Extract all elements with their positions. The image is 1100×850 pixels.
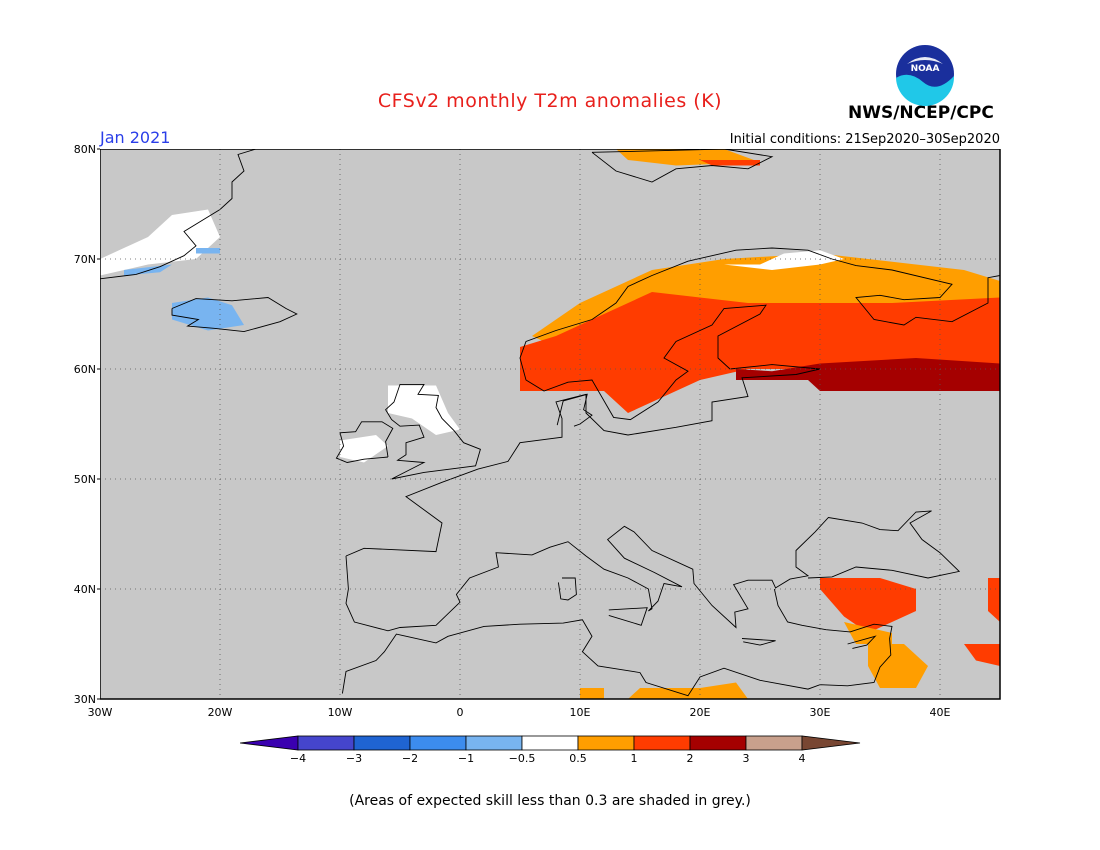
colorbar-swatch [577,735,635,751]
coastline-svalbard [591,149,774,183]
logo-text: NOAA [911,64,940,74]
coastline-sicily [608,607,648,626]
colorbar-tick-label: 2 [687,752,694,765]
colorbar-swatch [297,735,355,751]
initial-conditions: Initial conditions: 21Sep2020–30Sep2020 [729,132,1000,147]
coastline-europe-south [345,510,961,632]
anomaly-red-turkey [820,578,916,633]
coastline-sardinia [557,577,577,601]
colorbar-swatch [521,735,579,751]
anomaly-blue-iceland [172,297,244,331]
anomaly-orange-libya [628,682,748,699]
coastline-cyprus [847,635,877,649]
anomaly-red-svalbard [700,160,760,166]
lat-tick-label: 60N [74,363,96,376]
colorbar-tick-label: −2 [402,752,418,765]
anomaly-blue-greenland [124,264,172,276]
map-border [100,149,1001,700]
anomaly-darkred-russia [736,358,1000,391]
coastline-crete [741,638,776,646]
lat-tick-label: 30N [74,693,96,706]
coastline-europe-north [345,247,1001,557]
colorbar: −4 −3 −2 −1 −0.5 0.5 1 2 3 4 [240,735,861,765]
anomaly-white-lapland [724,250,844,270]
colorbar-arrow-right [801,735,861,751]
colorbar-tick-label: 3 [743,752,750,765]
colorbar-tick-label: 1 [631,752,638,765]
coastline-ireland [335,421,394,463]
colorbar-swatch [689,735,747,751]
colorbar-swatch [633,735,691,751]
colorbar-tick-label: −0.5 [509,752,536,765]
anomaly-orange-turkey [844,622,892,644]
anomaly-white-ireland [340,435,388,463]
lat-tick-label: 80N [74,143,96,156]
colorbar-tick-label: 4 [799,752,806,765]
anomaly-red-north [520,292,1000,413]
anomaly-white-scotland [388,385,460,435]
lat-tick-label: 70N [74,253,96,266]
colorbar-swatch [745,735,803,751]
lat-tick-label: 40N [74,583,96,596]
forecast-month: Jan 2021 [100,128,171,147]
anomaly-red-iraq [964,644,1000,666]
anomaly-orange-tunisia [580,688,604,699]
agency-label: NWS/NCEP/CPC [848,103,994,123]
colorbar-swatch [353,735,411,751]
coastline-north-africa [341,588,893,697]
anomaly-blue-greenland-2 [196,248,220,254]
chart-title: CFSv2 monthly T2m anomalies (K) [377,90,723,112]
colorbar-tick-label: −1 [458,752,474,765]
anomaly-map [100,149,1001,700]
colorbar-tick-label: 0.5 [569,752,587,765]
coastline-greenland [100,149,257,280]
colorbar-swatch [409,735,467,751]
colorbar-tick-label: −3 [346,752,362,765]
skill-footnote: (Areas of expected skill less than 0.3 a… [349,793,751,809]
coastline-britain [385,383,481,480]
map-plot [100,149,1001,700]
anomaly-orange-levant [868,644,928,688]
colorbar-tick-label: −4 [290,752,306,765]
noaa-logo: NOAA [894,43,956,106]
lat-tick-label: 50N [74,473,96,486]
colorbar-arrow-left [240,735,299,751]
coastline-iceland [171,297,298,333]
colorbar-swatch [465,735,523,751]
